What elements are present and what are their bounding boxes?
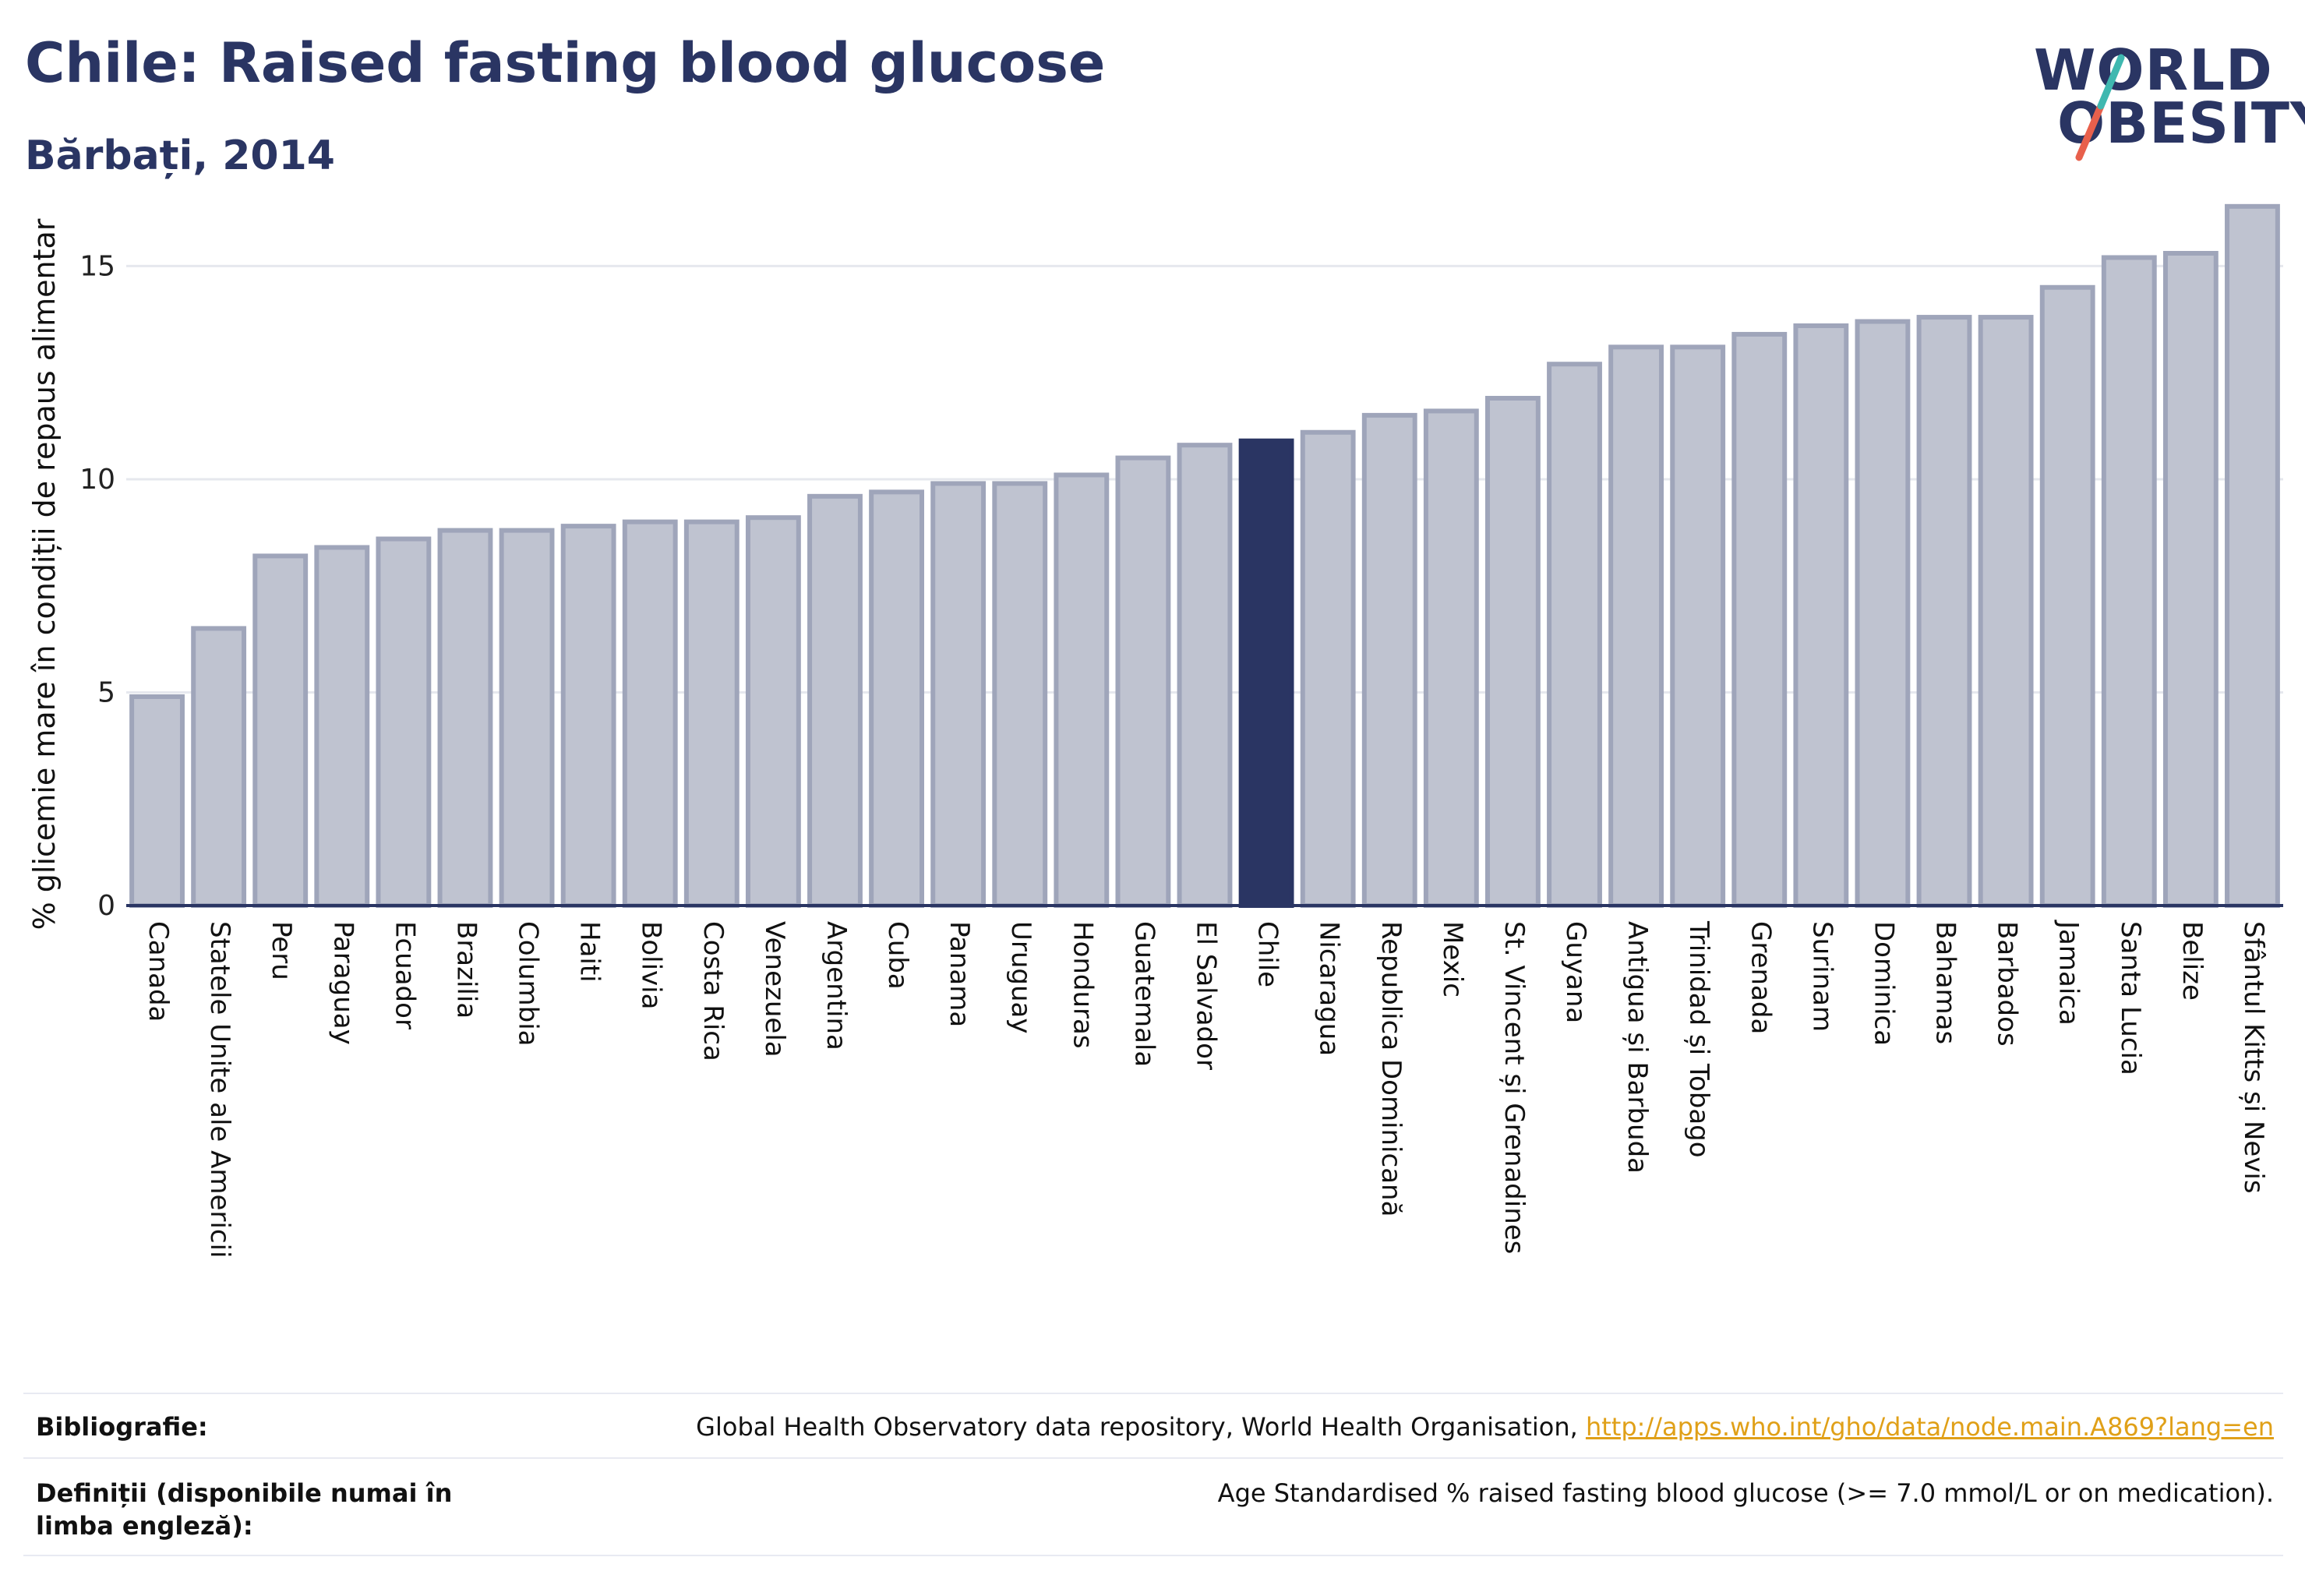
x-tick-label: Haiti (574, 921, 605, 983)
bar (1300, 429, 1356, 908)
bar (807, 493, 863, 908)
logo-word-1: WORLD (2034, 37, 2273, 103)
x-tick-label: Bahamas (1930, 921, 1961, 1044)
footer-divider-mid (23, 1457, 2283, 1459)
x-tick-label: Antigua și Barbuda (1622, 921, 1653, 1174)
bar (1978, 315, 2034, 908)
x-tick-label: Bolivia (636, 921, 667, 1009)
bar (1115, 455, 1171, 908)
bar (1485, 396, 1541, 908)
bar (1361, 412, 1417, 908)
bar (1916, 315, 1972, 908)
bar (2162, 251, 2219, 908)
x-tick-label: Grenada (1745, 921, 1776, 1034)
x-tick-label: Guyana (1560, 921, 1591, 1023)
x-tick-label: Surinam (1806, 921, 1837, 1032)
bar (745, 515, 801, 908)
bar (683, 519, 740, 908)
logo-slash-icon (2075, 54, 2125, 161)
x-tick-label: Paraguay (327, 921, 358, 1045)
x-tick-label: Canada (143, 921, 174, 1022)
x-tick-label: Dominica (1868, 921, 1899, 1046)
x-tick-label: Sfântul Kitts și Nevis (2238, 921, 2269, 1194)
world-obesity-logo: WORLD OBESITY (2034, 31, 2305, 164)
x-tick-label: Uruguay (1005, 921, 1036, 1034)
x-tick-label: Statele Unite ale Americii (204, 921, 235, 1258)
x-tick-label: Barbados (1992, 921, 2023, 1047)
footer-divider-bottom (23, 1555, 2283, 1556)
y-tick-label: 10 (79, 464, 115, 496)
bar (1054, 472, 1110, 908)
x-tick-label: Nicaragua (1314, 921, 1345, 1056)
bar (560, 524, 616, 909)
bar (622, 519, 678, 908)
definitions-row: Definiții (disponibile numai în limba en… (23, 1477, 2283, 1551)
x-tick-label: Guatemala (1128, 921, 1160, 1067)
bar (437, 528, 493, 909)
x-tick-label: Peru (266, 921, 297, 980)
x-tick-label: Cuba (882, 921, 913, 990)
bibliography-row: Bibliografie: Global Health Observatory … (23, 1411, 2283, 1449)
bar (1855, 319, 1911, 908)
footer-divider-top (23, 1393, 2283, 1394)
bar (499, 528, 555, 909)
x-tick-label: Honduras (1067, 921, 1098, 1049)
bar (129, 694, 185, 908)
x-tick-label: Brazilia (450, 921, 482, 1019)
bar (1547, 362, 1602, 908)
y-tick-label: 0 (97, 890, 115, 922)
bar (1608, 344, 1664, 908)
x-tick-label: Argentina (821, 921, 852, 1050)
x-tick-label: St. Vincent și Grenadines (1498, 921, 1530, 1254)
bar (930, 481, 987, 908)
x-tick-label: Venezuela (759, 921, 790, 1058)
x-tick-label: El Salvador (1191, 921, 1222, 1070)
bar (2225, 203, 2280, 908)
y-axis-title: % glicemie mare în condiții de repaus al… (27, 218, 62, 930)
bar (376, 536, 432, 908)
bar (992, 481, 1048, 908)
x-tick-label: Mexic (1437, 921, 1468, 998)
bar-chart: 0 5 10 15 Canada Statele Unite ale Americii Pe… (27, 203, 2283, 1258)
chart-title: Chile: Raised fasting blood glucose (25, 31, 1106, 95)
bar (1177, 443, 1233, 908)
y-tick-label: 5 (97, 676, 115, 708)
x-tick-label: Panama (944, 921, 975, 1027)
bar (1238, 438, 1294, 908)
bar (1793, 323, 1849, 908)
definitions-label: Definiții (disponibile numai în limba en… (36, 1478, 453, 1541)
chart-subtitle: Bărbați, 2014 (25, 132, 335, 179)
x-tick-label: Republica Dominicană (1375, 921, 1407, 1216)
x-tick-label: Trinidad și Tobago (1683, 920, 1714, 1158)
y-tick-label: 15 (79, 250, 115, 282)
definitions-value: Age Standardised % raised fasting blood … (1217, 1478, 2274, 1508)
bar (252, 553, 309, 908)
bar (1670, 344, 1726, 908)
x-tick-label: Belize (2176, 921, 2208, 1001)
bar (869, 489, 924, 908)
x-tick-label: Columbia (513, 921, 544, 1047)
bibliography-text: Global Health Observatory data repositor… (696, 1412, 1586, 1442)
bar (1423, 408, 1479, 908)
bar (191, 626, 247, 908)
bibliography-value: Global Health Observatory data repositor… (696, 1411, 2274, 1443)
bar (314, 545, 370, 908)
bibliography-label: Bibliografie: (36, 1412, 208, 1442)
x-tick-label: Ecuador (389, 921, 420, 1029)
x-tick-label: Costa Rica (697, 921, 729, 1061)
bar (2039, 284, 2095, 908)
bar (2101, 255, 2157, 908)
bibliography-link[interactable]: http://apps.who.int/gho/data/node.main.A… (1585, 1412, 2274, 1442)
x-tick-label: Santa Lucia (2115, 921, 2146, 1075)
x-tick-label: Jamaica (2053, 920, 2084, 1026)
x-tick-label: Chile (1252, 921, 1283, 987)
bar (1731, 331, 1788, 908)
